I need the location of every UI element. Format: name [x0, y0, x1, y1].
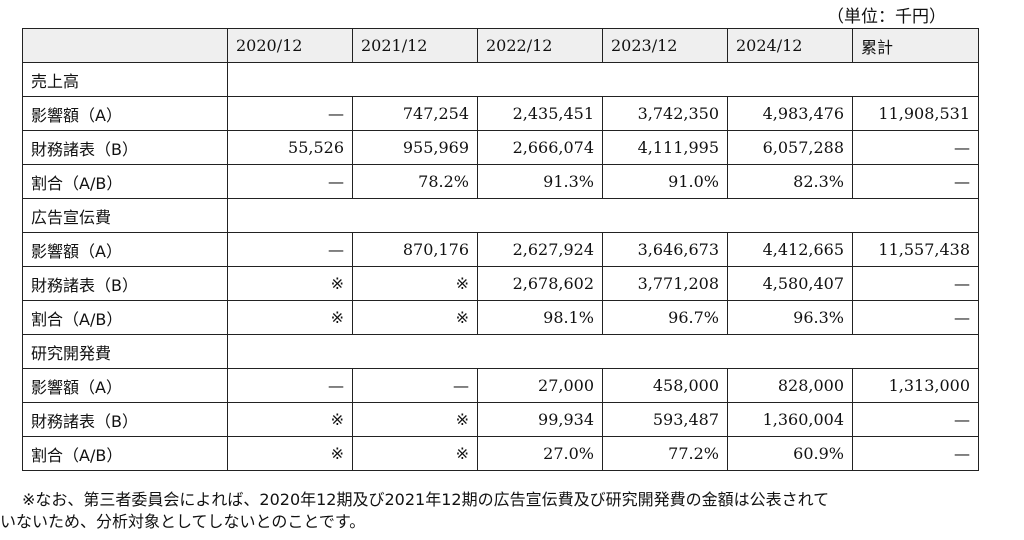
table-row: 影響額（A） — 747,254 2,435,451 3,742,350 4,9…	[22, 96, 979, 131]
cell: ※	[227, 266, 353, 301]
cell: ※	[352, 402, 478, 437]
cell: 1,313,000	[852, 368, 979, 403]
header-2024: 2024/12	[727, 28, 853, 63]
cell: —	[852, 266, 979, 301]
row-label: 割合（A/B）	[22, 300, 228, 335]
cell: 55,526	[227, 130, 353, 165]
cell: ※	[352, 266, 478, 301]
header-2023: 2023/12	[602, 28, 728, 63]
cell: 747,254	[352, 96, 478, 131]
row-label: 財務諸表（B）	[22, 130, 228, 165]
cell: —	[227, 232, 353, 267]
unit-label: （単位：千円）	[827, 7, 946, 27]
cell: 11,908,531	[852, 96, 979, 131]
section-spacer	[227, 198, 979, 233]
section-row: 広告宣伝費	[22, 198, 979, 233]
row-label: 財務諸表（B）	[22, 402, 228, 437]
cell: 828,000	[727, 368, 853, 403]
row-label: 影響額（A）	[22, 96, 228, 131]
cell: 3,771,208	[602, 266, 728, 301]
cell: 458,000	[602, 368, 728, 403]
cell: 82.3%	[727, 164, 853, 199]
cell: 60.9%	[727, 436, 853, 471]
cell: 2,435,451	[477, 96, 603, 131]
section-row: 研究開発費	[22, 334, 979, 369]
cell: 78.2%	[352, 164, 478, 199]
table-row: 影響額（A） — — 27,000 458,000 828,000 1,313,…	[22, 368, 979, 403]
cell: —	[852, 402, 979, 437]
table-row: 財務諸表（B） ※ ※ 2,678,602 3,771,208 4,580,40…	[22, 266, 979, 301]
table-row: 財務諸表（B） ※ ※ 99,934 593,487 1,360,004 —	[22, 402, 979, 437]
cell: 91.3%	[477, 164, 603, 199]
cell: ※	[227, 402, 353, 437]
cell: ※	[352, 300, 478, 335]
cell: ※	[227, 300, 353, 335]
cell: 593,487	[602, 402, 728, 437]
cell: 2,627,924	[477, 232, 603, 267]
section-title-advertising: 広告宣伝費	[22, 198, 228, 233]
header-row: 2020/12 2021/12 2022/12 2023/12 2024/12 …	[22, 28, 979, 63]
cell: 98.1%	[477, 300, 603, 335]
header-2020: 2020/12	[227, 28, 353, 63]
cell: 27,000	[477, 368, 603, 403]
cell: 870,176	[352, 232, 478, 267]
table-row: 割合（A/B） — 78.2% 91.3% 91.0% 82.3% —	[22, 164, 979, 199]
cell: 1,360,004	[727, 402, 853, 437]
cell: 955,969	[352, 130, 478, 165]
cell: 6,057,288	[727, 130, 853, 165]
cell: —	[227, 164, 353, 199]
cell: 27.0%	[477, 436, 603, 471]
section-title-sales: 売上高	[22, 62, 228, 97]
cell: ※	[352, 436, 478, 471]
cell: 99,934	[477, 402, 603, 437]
section-spacer	[227, 62, 979, 97]
section-title-rnd: 研究開発費	[22, 334, 228, 369]
cell: 96.7%	[602, 300, 728, 335]
header-2021: 2021/12	[352, 28, 478, 63]
row-label: 影響額（A）	[22, 368, 228, 403]
table-row: 財務諸表（B） 55,526 955,969 2,666,074 4,111,9…	[22, 130, 979, 165]
cell: 91.0%	[602, 164, 728, 199]
row-label: 影響額（A）	[22, 232, 228, 267]
header-corner	[22, 28, 228, 63]
footnote-line-1: ※なお、第三者委員会によれば、2020年12期及び2021年12期の広告宣伝費及…	[22, 490, 830, 509]
cell: 11,557,438	[852, 232, 979, 267]
cell: —	[852, 436, 979, 471]
cell: —	[852, 164, 979, 199]
table-row: 影響額（A） — 870,176 2,627,924 3,646,673 4,4…	[22, 232, 979, 267]
section-row: 売上高	[22, 62, 979, 97]
cell: 4,111,995	[602, 130, 728, 165]
cell: 4,983,476	[727, 96, 853, 131]
header-cumulative: 累計	[852, 28, 979, 63]
row-label: 割合（A/B）	[22, 164, 228, 199]
cell: 4,412,665	[727, 232, 853, 267]
cell: 3,742,350	[602, 96, 728, 131]
cell: 96.3%	[727, 300, 853, 335]
cell: —	[227, 96, 353, 131]
financial-impact-table: 2020/12 2021/12 2022/12 2023/12 2024/12 …	[22, 28, 979, 471]
header-2022: 2022/12	[477, 28, 603, 63]
footnote: ※なお、第三者委員会によれば、2020年12期及び2021年12期の広告宣伝費及…	[0, 489, 1024, 533]
cell: —	[227, 368, 353, 403]
cell: ※	[227, 436, 353, 471]
table-row: 割合（A/B） ※ ※ 27.0% 77.2% 60.9% —	[22, 436, 979, 471]
cell: 4,580,407	[727, 266, 853, 301]
cell: —	[852, 130, 979, 165]
cell: 2,678,602	[477, 266, 603, 301]
row-label: 財務諸表（B）	[22, 266, 228, 301]
footnote-line-2: いないため、分析対象としてしないとのことです。	[0, 512, 366, 531]
row-label: 割合（A/B）	[22, 436, 228, 471]
section-spacer	[227, 334, 979, 369]
table-row: 割合（A/B） ※ ※ 98.1% 96.7% 96.3% —	[22, 300, 979, 335]
cell: 3,646,673	[602, 232, 728, 267]
cell: —	[852, 300, 979, 335]
cell: 77.2%	[602, 436, 728, 471]
cell: —	[352, 368, 478, 403]
cell: 2,666,074	[477, 130, 603, 165]
